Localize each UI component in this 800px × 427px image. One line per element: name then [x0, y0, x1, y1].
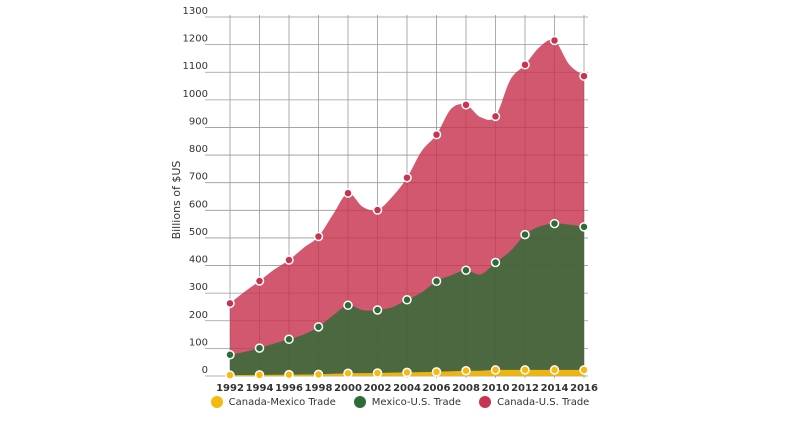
- x-tick-1998: 1998: [305, 383, 333, 394]
- marker-mexico-u-s-trade-1992: [225, 349, 235, 360]
- x-tick-2010: 2010: [482, 383, 510, 394]
- marker-canada-u-s-trade-2010: [490, 111, 501, 122]
- x-tick-2002: 2002: [364, 383, 392, 394]
- marker-canada-mexico-trade-1994: [254, 370, 265, 380]
- y-tick-200: 200: [189, 310, 208, 321]
- x-tick-2014: 2014: [541, 383, 569, 394]
- y-tick-600: 600: [189, 199, 208, 210]
- marker-canada-mexico-trade-2012: [520, 365, 530, 375]
- y-tick-1000: 1000: [183, 89, 208, 100]
- x-tick-2012: 2012: [511, 383, 539, 394]
- marker-canada-u-s-trade-2012: [520, 60, 530, 70]
- marker-mexico-u-s-trade-2010: [490, 257, 501, 268]
- marker-mexico-u-s-trade-2012: [520, 229, 530, 240]
- y-tick-1200: 1200: [183, 34, 208, 45]
- y-axis-label: Billions of $US: [170, 161, 183, 240]
- y-tick-100: 100: [189, 337, 208, 348]
- x-tick-1992: 1992: [216, 383, 244, 394]
- area-mexico-u-s-trade: [230, 223, 584, 376]
- x-tick-2004: 2004: [393, 383, 421, 394]
- marker-canada-u-s-trade-2008: [461, 100, 471, 110]
- marker-canada-mexico-trade-2002: [372, 368, 383, 378]
- x-tick-1996: 1996: [275, 383, 303, 394]
- marker-canada-u-s-trade-2006: [431, 129, 442, 140]
- legend-swatch-canada-us: [479, 396, 492, 408]
- legend-item-canada-us: Canada-U.S. Trade: [479, 396, 589, 408]
- marker-canada-u-s-trade-1998: [313, 231, 324, 242]
- marker-canada-mexico-trade-2014: [549, 365, 560, 375]
- marker-mexico-u-s-trade-1996: [284, 334, 294, 345]
- y-axis-ticks: 0 100 200 300 400 500 600 700 800 900 1000 1100 1200…: [183, 6, 208, 376]
- marker-canada-mexico-trade-1998: [313, 369, 324, 380]
- legend-item-mexico-us: Mexico-U.S. Trade: [353, 396, 462, 408]
- marker-mexico-u-s-trade-2002: [372, 305, 383, 315]
- marker-canada-u-s-trade-1992: [225, 298, 235, 309]
- x-tick-2000: 2000: [334, 383, 362, 394]
- marker-mexico-u-s-trade-2008: [461, 265, 471, 275]
- marker-mexico-u-s-trade-2016: [579, 222, 589, 232]
- y-tick-300: 300: [189, 282, 208, 293]
- marker-mexico-u-s-trade-2004: [402, 295, 412, 305]
- legend-label-canada-us: Canada-U.S. Trade: [497, 396, 590, 408]
- marker-canada-mexico-trade-2010: [490, 365, 501, 375]
- marker-canada-u-s-trade-2002: [372, 205, 383, 215]
- markers: [225, 35, 589, 380]
- marker-canada-u-s-trade-2014: [549, 35, 560, 46]
- marker-canada-u-s-trade-1996: [284, 255, 294, 265]
- marker-mexico-u-s-trade-2006: [431, 276, 442, 287]
- y-tick-1300: 1300: [183, 6, 208, 17]
- legend-label-mexico-us: Mexico-U.S. Trade: [371, 396, 462, 408]
- marker-canada-mexico-trade-1992: [225, 370, 235, 380]
- marker-canada-mexico-trade-2016: [579, 365, 589, 375]
- legend-label-canada-mexico: Canada-Mexico Trade: [228, 396, 336, 408]
- y-tick-900: 900: [189, 116, 208, 127]
- legend-swatch-canada-mexico: [210, 396, 223, 408]
- y-tick-700: 700: [189, 172, 208, 183]
- y-tick-400: 400: [189, 255, 208, 266]
- marker-canada-u-s-trade-2016: [579, 71, 589, 81]
- marker-canada-mexico-trade-2000: [343, 368, 353, 378]
- x-axis-ticks: 1992 1994 1996 1998 2000 2002 2004 2006 2008 2010…: [216, 383, 598, 394]
- marker-canada-mexico-trade-2008: [461, 366, 471, 376]
- marker-canada-u-s-trade-2004: [402, 172, 412, 183]
- x-tick-2008: 2008: [452, 383, 480, 394]
- marker-mexico-u-s-trade-1994: [254, 343, 265, 353]
- marker-canada-mexico-trade-1996: [284, 369, 294, 380]
- marker-mexico-u-s-trade-1998: [313, 322, 324, 332]
- x-tick-2016: 2016: [570, 383, 598, 394]
- legend-swatch-mexico-us: [353, 396, 366, 408]
- marker-canada-u-s-trade-2000: [343, 188, 353, 198]
- y-tick-0: 0: [202, 365, 208, 376]
- x-tick-2006: 2006: [423, 383, 451, 394]
- marker-canada-mexico-trade-2006: [431, 367, 442, 377]
- legend-item-canada-mexico: Canada-Mexico Trade: [210, 396, 336, 408]
- marker-mexico-u-s-trade-2014: [549, 218, 560, 229]
- y-tick-1100: 1100: [183, 61, 208, 72]
- y-tick-500: 500: [189, 227, 208, 238]
- legend: Canada-Mexico Trade Mexico-U.S. Trade Ca…: [0, 396, 800, 408]
- marker-canada-mexico-trade-2004: [402, 367, 412, 378]
- y-tick-800: 800: [189, 144, 208, 155]
- marker-canada-u-s-trade-1994: [254, 276, 265, 286]
- marker-mexico-u-s-trade-2000: [343, 300, 353, 311]
- x-tick-1994: 1994: [246, 383, 274, 394]
